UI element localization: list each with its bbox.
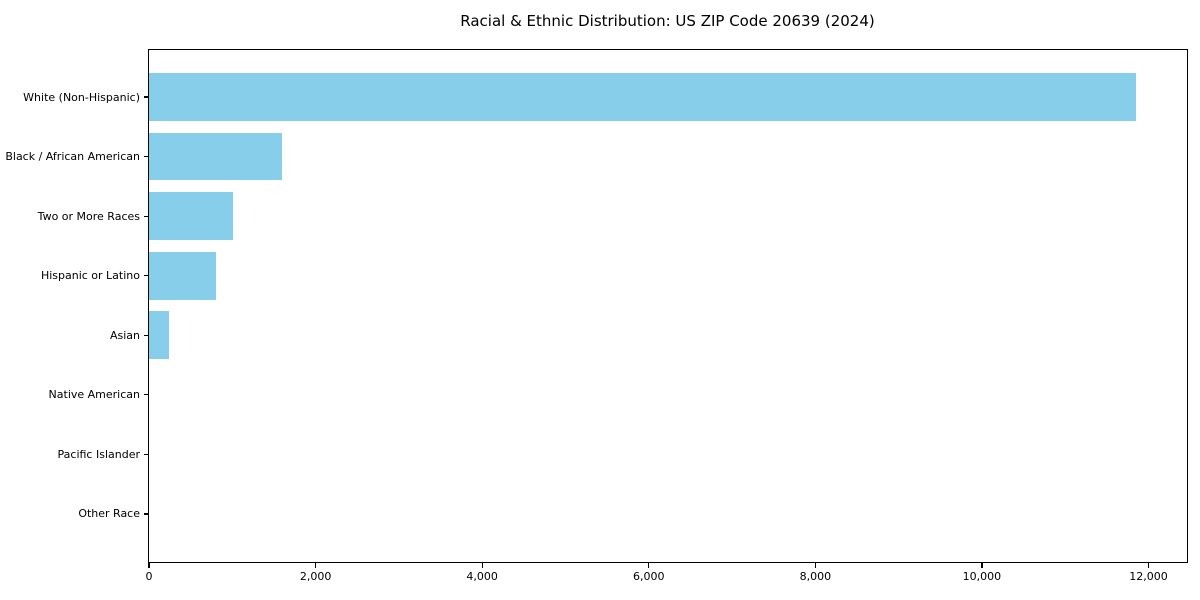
y-axis-label: White (Non-Hispanic) xyxy=(23,90,140,104)
bar xyxy=(149,132,283,181)
y-tick xyxy=(144,215,149,217)
x-tick xyxy=(1147,562,1150,568)
x-tick xyxy=(481,562,483,568)
bar xyxy=(149,192,234,240)
bar xyxy=(149,73,1137,121)
x-tick-label: 10,000 xyxy=(962,570,1002,583)
y-tick xyxy=(144,334,149,336)
y-axis-label: Pacific Islander xyxy=(57,447,140,461)
x-tick-label: 2,000 xyxy=(299,570,332,583)
y-axis-label: Hispanic or Latino xyxy=(40,269,140,283)
y-axis-label: Native American xyxy=(48,388,140,402)
x-tick-label: 6,000 xyxy=(633,570,665,583)
chart-title: Racial & Ethnic Distribution: US ZIP Cod… xyxy=(460,12,875,30)
x-tick-label: 12,000 xyxy=(1129,570,1168,583)
x-tick-label: 0 xyxy=(145,570,153,583)
bar xyxy=(149,311,169,360)
x-tick xyxy=(814,562,816,568)
y-tick xyxy=(144,453,149,455)
bar xyxy=(149,251,216,300)
y-tick xyxy=(144,394,149,396)
y-tick xyxy=(144,96,149,98)
y-axis-label: Asian xyxy=(109,328,140,342)
y-tick xyxy=(144,513,149,515)
y-tick xyxy=(144,156,149,158)
y-axis-label: Other Race xyxy=(78,507,140,521)
x-tick xyxy=(148,562,150,568)
x-tick-label: 8,000 xyxy=(799,570,832,583)
y-axis-label: Black / African American xyxy=(5,150,140,164)
x-tick xyxy=(981,562,983,568)
x-tick xyxy=(314,562,317,568)
x-tick-label: 4,000 xyxy=(466,570,498,583)
y-axis-label: Two or More Races xyxy=(37,209,140,223)
y-tick xyxy=(144,275,149,277)
plot-border xyxy=(147,48,1188,563)
x-tick xyxy=(648,562,650,568)
